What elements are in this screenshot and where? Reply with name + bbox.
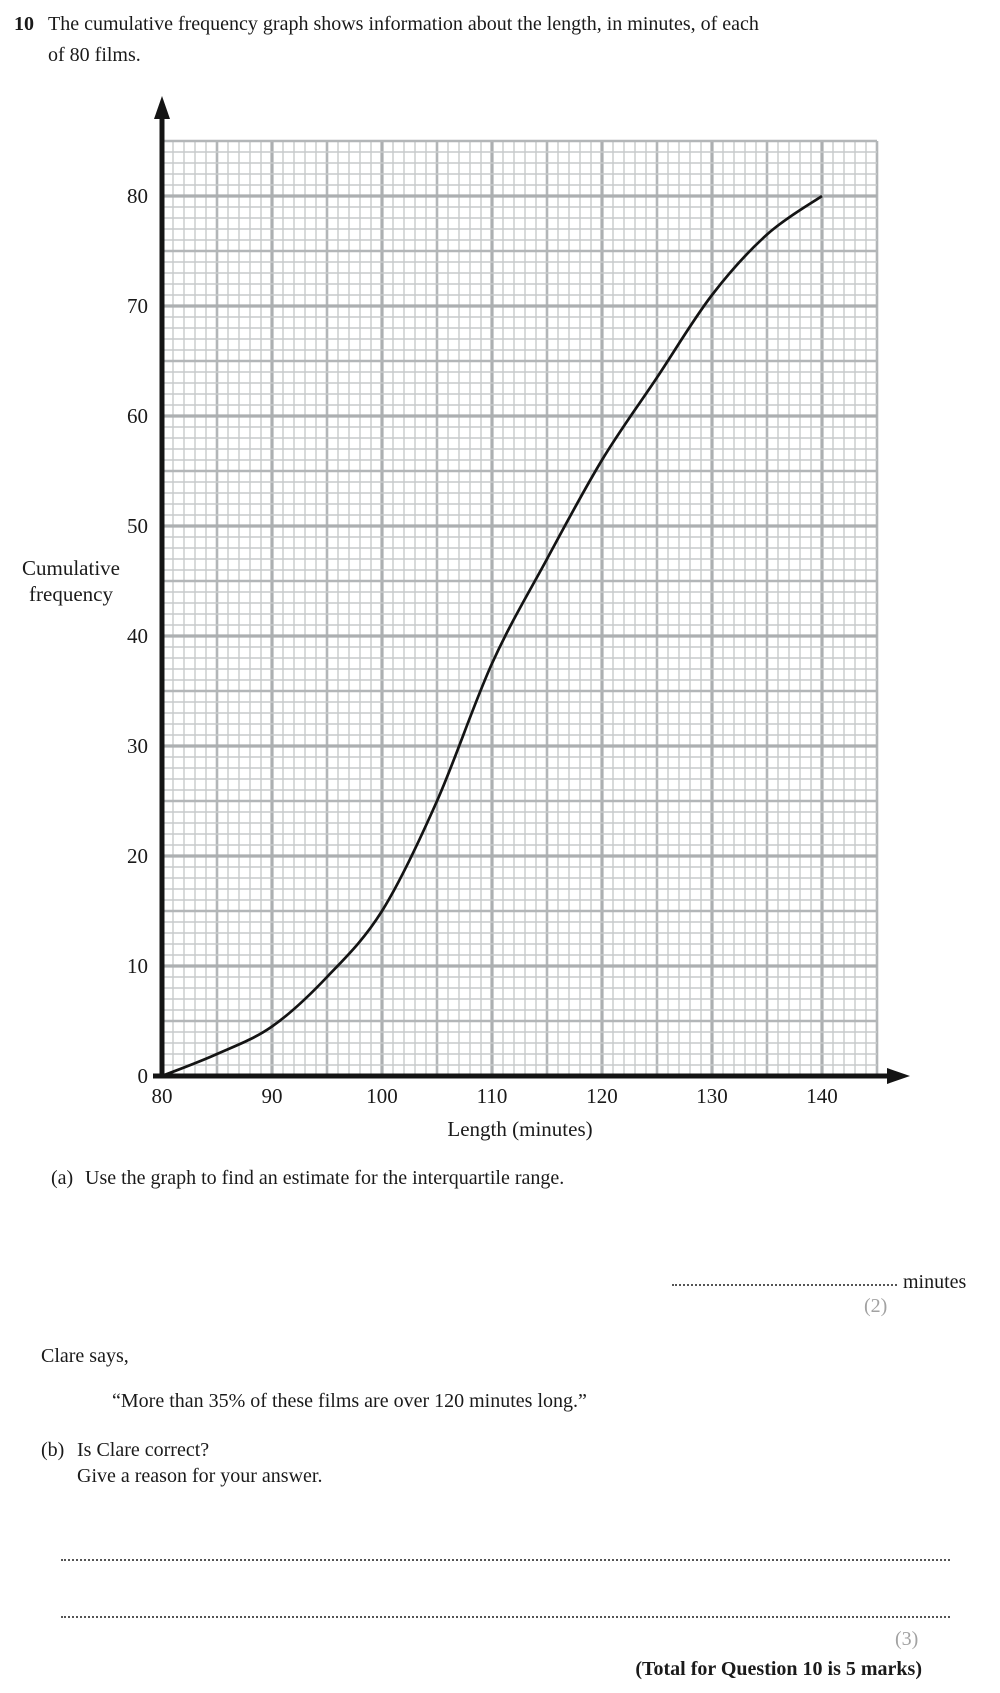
y-axis-title-line1: Cumulative	[22, 556, 120, 580]
y-tick-label: 50	[127, 514, 148, 538]
question-text-line1: The cumulative frequency graph shows inf…	[48, 13, 759, 35]
chart-svg: 0 10 20 30 40 50 60 70 80 80 90 100 110 120 130 140 Cumu…	[22, 96, 910, 1141]
part-a-label: (a)	[51, 1167, 74, 1189]
grid	[162, 139, 879, 1076]
x-tick-label: 110	[477, 1084, 508, 1108]
total-marks-line: (Total for Question 10 is 5 marks)	[635, 1658, 922, 1680]
y-tick-label: 60	[127, 404, 148, 428]
answer-line-b2	[61, 1596, 950, 1618]
part-b-text-line2: Give a reason for your answer.	[77, 1465, 323, 1487]
x-tick-label: 90	[262, 1084, 283, 1108]
part-b-text-line1: Is Clare correct?	[77, 1439, 210, 1461]
question-text-line2: of 80 films.	[48, 44, 141, 66]
y-tick-label: 10	[127, 954, 148, 978]
cumulative-frequency-chart: 0 10 20 30 40 50 60 70 80 80 90 100 110 120 130 140 Cumu…	[0, 90, 1000, 1165]
x-tick-label: 120	[586, 1084, 618, 1108]
clare-quote: “More than 35% of these films are over 1…	[112, 1390, 587, 1412]
y-tick-label: 70	[127, 294, 148, 318]
part-b-marks: (3)	[895, 1628, 919, 1650]
clare-intro: Clare says,	[41, 1345, 129, 1367]
y-axis-title-line2: frequency	[29, 582, 113, 606]
ogive-curve	[161, 194, 823, 1078]
answer-line-a	[672, 1262, 897, 1286]
x-tick-labels: 80 90 100 110 120 130 140	[152, 1084, 838, 1108]
answer-unit-label: minutes	[903, 1271, 967, 1293]
part-a-text: Use the graph to find an estimate for th…	[85, 1167, 565, 1189]
x-tick-label: 140	[806, 1084, 838, 1108]
x-axis-title: Length (minutes)	[447, 1117, 592, 1141]
y-axis-arrowhead	[154, 96, 170, 119]
y-tick-label: 80	[127, 184, 148, 208]
answer-line-b1	[61, 1539, 950, 1561]
part-a-marks: (2)	[864, 1295, 888, 1317]
y-tick-label: 20	[127, 844, 148, 868]
y-tick-label: 30	[127, 734, 148, 758]
y-tick-labels: 0 10 20 30 40 50 60 70 80	[127, 184, 148, 1088]
y-tick-label: 40	[127, 624, 148, 648]
x-tick-label: 100	[366, 1084, 398, 1108]
y-tick-label: 0	[138, 1064, 149, 1088]
question-number: 10	[14, 13, 34, 35]
part-b-label: (b)	[41, 1439, 65, 1461]
x-tick-label: 130	[696, 1084, 728, 1108]
x-tick-label: 80	[152, 1084, 173, 1108]
x-axis-arrowhead	[887, 1068, 910, 1084]
